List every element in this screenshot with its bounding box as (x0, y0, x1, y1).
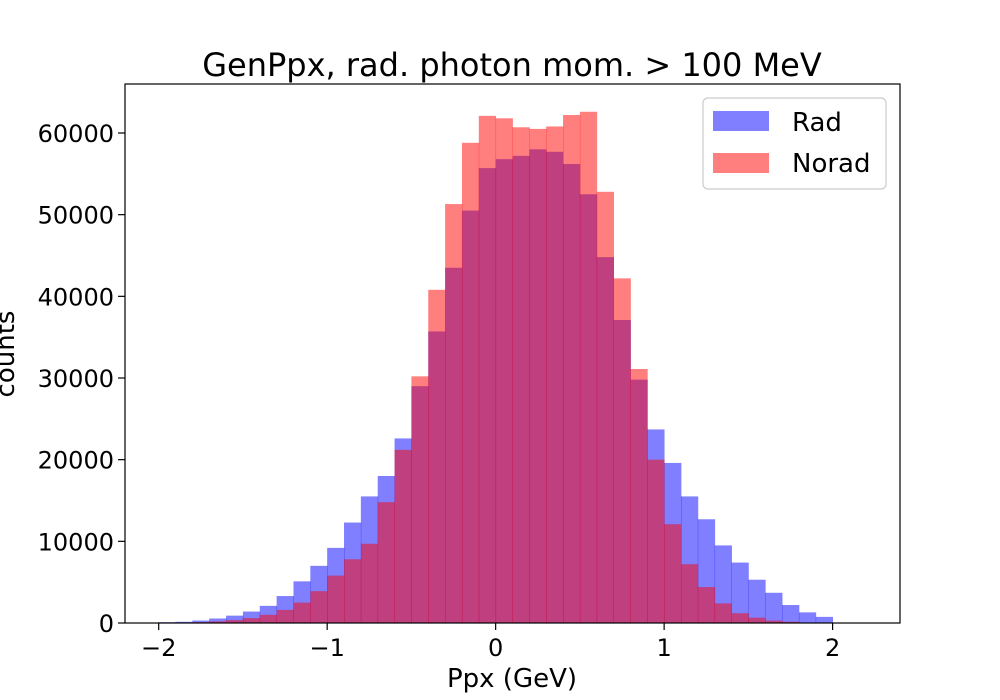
series-norad-bars (158, 111, 834, 624)
bar-norad (310, 591, 328, 623)
legend: Rad Norad (702, 97, 887, 190)
bar-norad (259, 614, 278, 623)
bar-norad (748, 617, 766, 623)
x-tick-label: 2 (825, 634, 840, 662)
bar-rad (748, 579, 766, 623)
bar-rad (175, 621, 193, 623)
bar-norad (293, 602, 311, 623)
bar-norad (546, 126, 564, 623)
y-tick-label: 50000 (38, 202, 114, 230)
legend-swatch-rad (713, 111, 769, 131)
x-tick-label: 1 (656, 634, 671, 662)
y-tick-label: 20000 (38, 447, 114, 475)
x-tick-label: −1 (309, 634, 344, 662)
bar-norad (512, 127, 530, 623)
bar-rad (209, 618, 227, 623)
y-tick-label: 60000 (38, 120, 114, 148)
bar-norad (344, 559, 362, 623)
y-tick-label: 10000 (38, 528, 114, 556)
y-tick-label: 0 (99, 610, 114, 638)
bar-norad (394, 449, 412, 623)
bar-rad (226, 615, 244, 623)
bar-norad (226, 620, 244, 623)
bar-norad (327, 575, 345, 623)
bar-rad (192, 620, 210, 623)
x-axis: −2 −1 0 1 2 (141, 623, 840, 662)
bar-rad (731, 562, 749, 623)
y-axis: 0 10000 20000 30000 40000 50000 60000 (38, 120, 125, 638)
bar-norad (714, 603, 732, 623)
legend-label-rad: Rad (792, 108, 842, 138)
bar-rad (782, 605, 800, 623)
bar-norad (360, 543, 379, 623)
bar-rad (242, 611, 261, 623)
x-tick-label: −2 (141, 634, 176, 662)
bar-rad (798, 612, 817, 623)
bar-rad (815, 616, 834, 624)
bar-norad (680, 564, 699, 623)
y-tick-label: 30000 (38, 365, 114, 393)
bar-norad (276, 609, 294, 623)
x-axis-label: Ppx (GeV) (447, 664, 577, 694)
bar-norad (495, 118, 513, 624)
legend-label-norad: Norad (792, 149, 870, 179)
bar-norad (563, 115, 581, 623)
bar-norad (428, 289, 446, 623)
bar-norad (209, 621, 227, 623)
bar-norad (613, 278, 631, 623)
bar-norad (461, 142, 480, 624)
y-axis-label: counts (0, 311, 21, 398)
bar-norad (596, 191, 614, 624)
bar-norad (529, 128, 547, 624)
bar-norad (765, 620, 783, 623)
bar-norad (664, 524, 682, 623)
plot-frame (124, 83, 901, 624)
bar-norad (731, 613, 749, 623)
bar-norad (242, 618, 261, 623)
bar-norad (647, 459, 665, 623)
bar-rad (765, 592, 783, 623)
bar-norad (782, 621, 800, 623)
bar-norad (697, 587, 716, 623)
bar-norad (445, 204, 463, 624)
bar-norad (630, 369, 648, 623)
legend-swatch-norad (713, 153, 769, 173)
histogram-bars (158, 111, 834, 624)
y-tick-label: 40000 (38, 283, 114, 311)
bar-norad (411, 376, 429, 623)
bar-norad (377, 502, 395, 623)
bar-norad (579, 111, 598, 624)
bar-norad (478, 115, 497, 623)
chart-title: GenPpx, rad. photon mom. > 100 MeV (202, 46, 822, 84)
x-tick-label: 0 (488, 634, 503, 662)
